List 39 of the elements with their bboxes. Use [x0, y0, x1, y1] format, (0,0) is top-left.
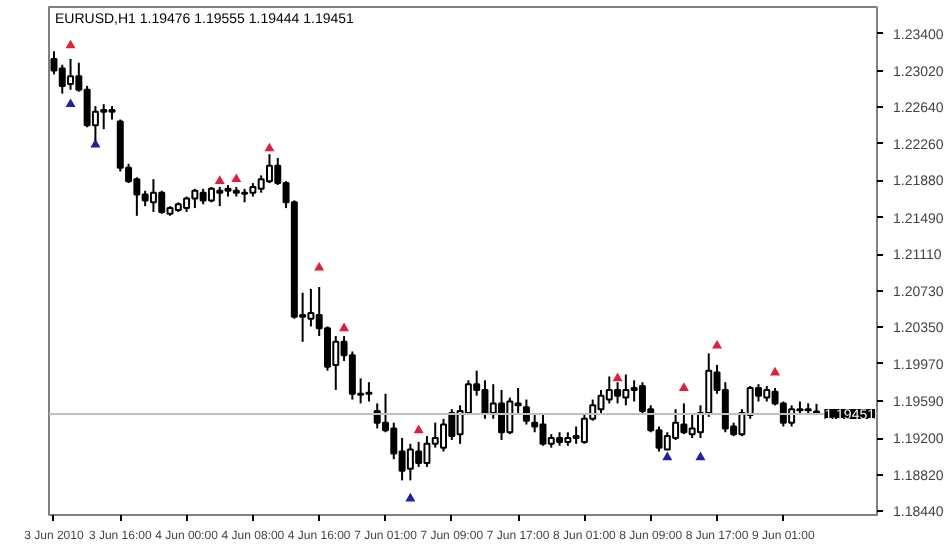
candlestick [440, 417, 448, 453]
point [231, 173, 242, 183]
point [712, 339, 723, 349]
candlestick [680, 402, 688, 436]
candlestick [67, 57, 75, 91]
point [65, 39, 76, 49]
candlestick [614, 381, 622, 405]
point [405, 492, 416, 502]
candlestick [423, 435, 431, 468]
candlestick [506, 396, 514, 436]
candlestick [191, 187, 199, 210]
candlestick [100, 103, 108, 131]
candlestick [498, 388, 506, 441]
point [214, 175, 225, 185]
point [413, 424, 424, 434]
candlestick [481, 379, 489, 420]
candlestick [522, 398, 530, 426]
candlestick [605, 375, 613, 405]
point [662, 451, 673, 461]
candlestick [149, 178, 157, 213]
point [612, 372, 623, 382]
candlestick [539, 412, 547, 447]
candlestick [373, 402, 381, 430]
candlestick [415, 440, 423, 468]
candlestick [158, 189, 166, 215]
point [695, 451, 706, 461]
candlestick [216, 185, 224, 208]
candlestick [332, 335, 340, 391]
point [678, 382, 689, 391]
point [339, 322, 350, 332]
candlestick [688, 412, 696, 440]
candlestick [365, 381, 373, 403]
point [314, 261, 325, 271]
candlestick [265, 153, 273, 185]
point [264, 142, 275, 152]
candlestick [58, 63, 66, 95]
candlestick [622, 373, 630, 407]
candlestick [406, 442, 414, 482]
point [65, 98, 76, 108]
